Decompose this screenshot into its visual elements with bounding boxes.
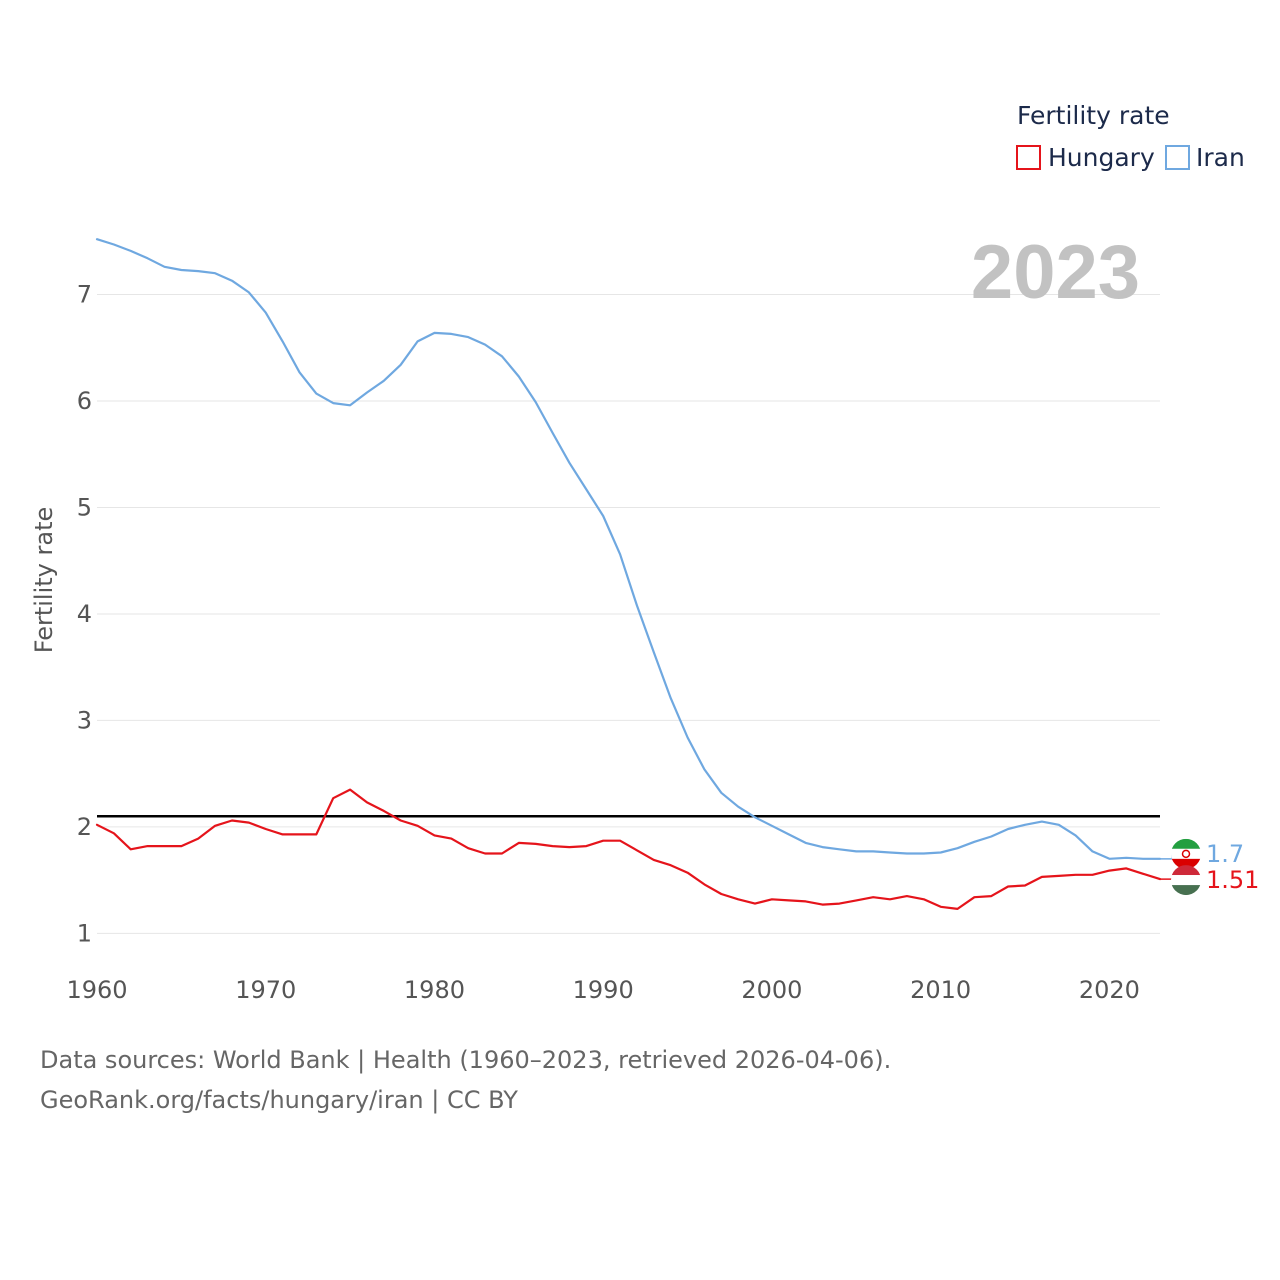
x-tick-label-2020: 2020 (1079, 976, 1140, 1004)
flag-iran-icon (1171, 838, 1201, 869)
series-line-iran (95, 238, 1162, 860)
end-markers: 1.71.51 (1160, 838, 1259, 896)
series-line-hungary (95, 788, 1162, 911)
y-axis-title: Fertility rate (30, 507, 58, 654)
y-tick-label-4: 4 (77, 600, 92, 628)
legend-swatch-hungary (1016, 145, 1041, 170)
legend-item-iran[interactable]: Iran (1165, 143, 1245, 172)
y-tick-label-3: 3 (77, 706, 92, 734)
end-label-iran: 1.7 (1206, 840, 1244, 868)
y-tick-label-5: 5 (77, 493, 92, 521)
legend-label-hungary: Hungary (1048, 143, 1155, 172)
y-tick-label-7: 7 (77, 281, 92, 309)
gridlines (97, 294, 1160, 934)
flag-iran-white (1171, 848, 1201, 859)
legend-swatch-iran (1165, 145, 1190, 170)
flag-iran-red (1171, 858, 1201, 869)
flag-iran-emblem (1181, 849, 1191, 859)
y-tick-label-1: 1 (77, 919, 92, 947)
legend: Fertility rate Hungary Iran (1016, 101, 1245, 172)
flag-hungary-icon (1171, 865, 1201, 896)
flag-hungary-red (1171, 865, 1201, 876)
footer-attribution[interactable]: GeoRank.org/facts/hungary/iran | CC BY (40, 1086, 518, 1114)
x-tick-label-1970: 1970 (235, 976, 296, 1004)
series-lines (95, 238, 1162, 911)
x-tick-label-1990: 1990 (573, 976, 634, 1004)
x-tick-label-1980: 1980 (404, 976, 465, 1004)
connector-iran (1160, 853, 1173, 860)
x-tick-label-2010: 2010 (910, 976, 971, 1004)
current-year-label: 2023 (971, 230, 1140, 315)
flag-hungary-white (1171, 875, 1201, 886)
legend-label-iran: Iran (1196, 143, 1245, 172)
legend-title: Fertility rate (1017, 101, 1170, 130)
flag-hungary-green (1171, 885, 1201, 896)
y-tick-label-2: 2 (77, 813, 92, 841)
x-tick-label-1960: 1960 (66, 976, 127, 1004)
end-label-hungary: 1.51 (1206, 866, 1259, 894)
x-tick-label-2000: 2000 (741, 976, 802, 1004)
footer-sources: Data sources: World Bank | Health (1960–… (40, 1046, 892, 1074)
y-tick-label-6: 6 (77, 387, 92, 415)
x-axis-ticks: 1960 1970 1980 1990 2000 2010 2020 (66, 976, 1139, 1004)
connector-hungary (1160, 878, 1173, 881)
legend-item-hungary[interactable]: Hungary (1016, 143, 1155, 172)
flag-iran-green (1171, 838, 1201, 849)
y-axis-ticks: 1 2 3 4 5 6 7 (77, 281, 92, 948)
